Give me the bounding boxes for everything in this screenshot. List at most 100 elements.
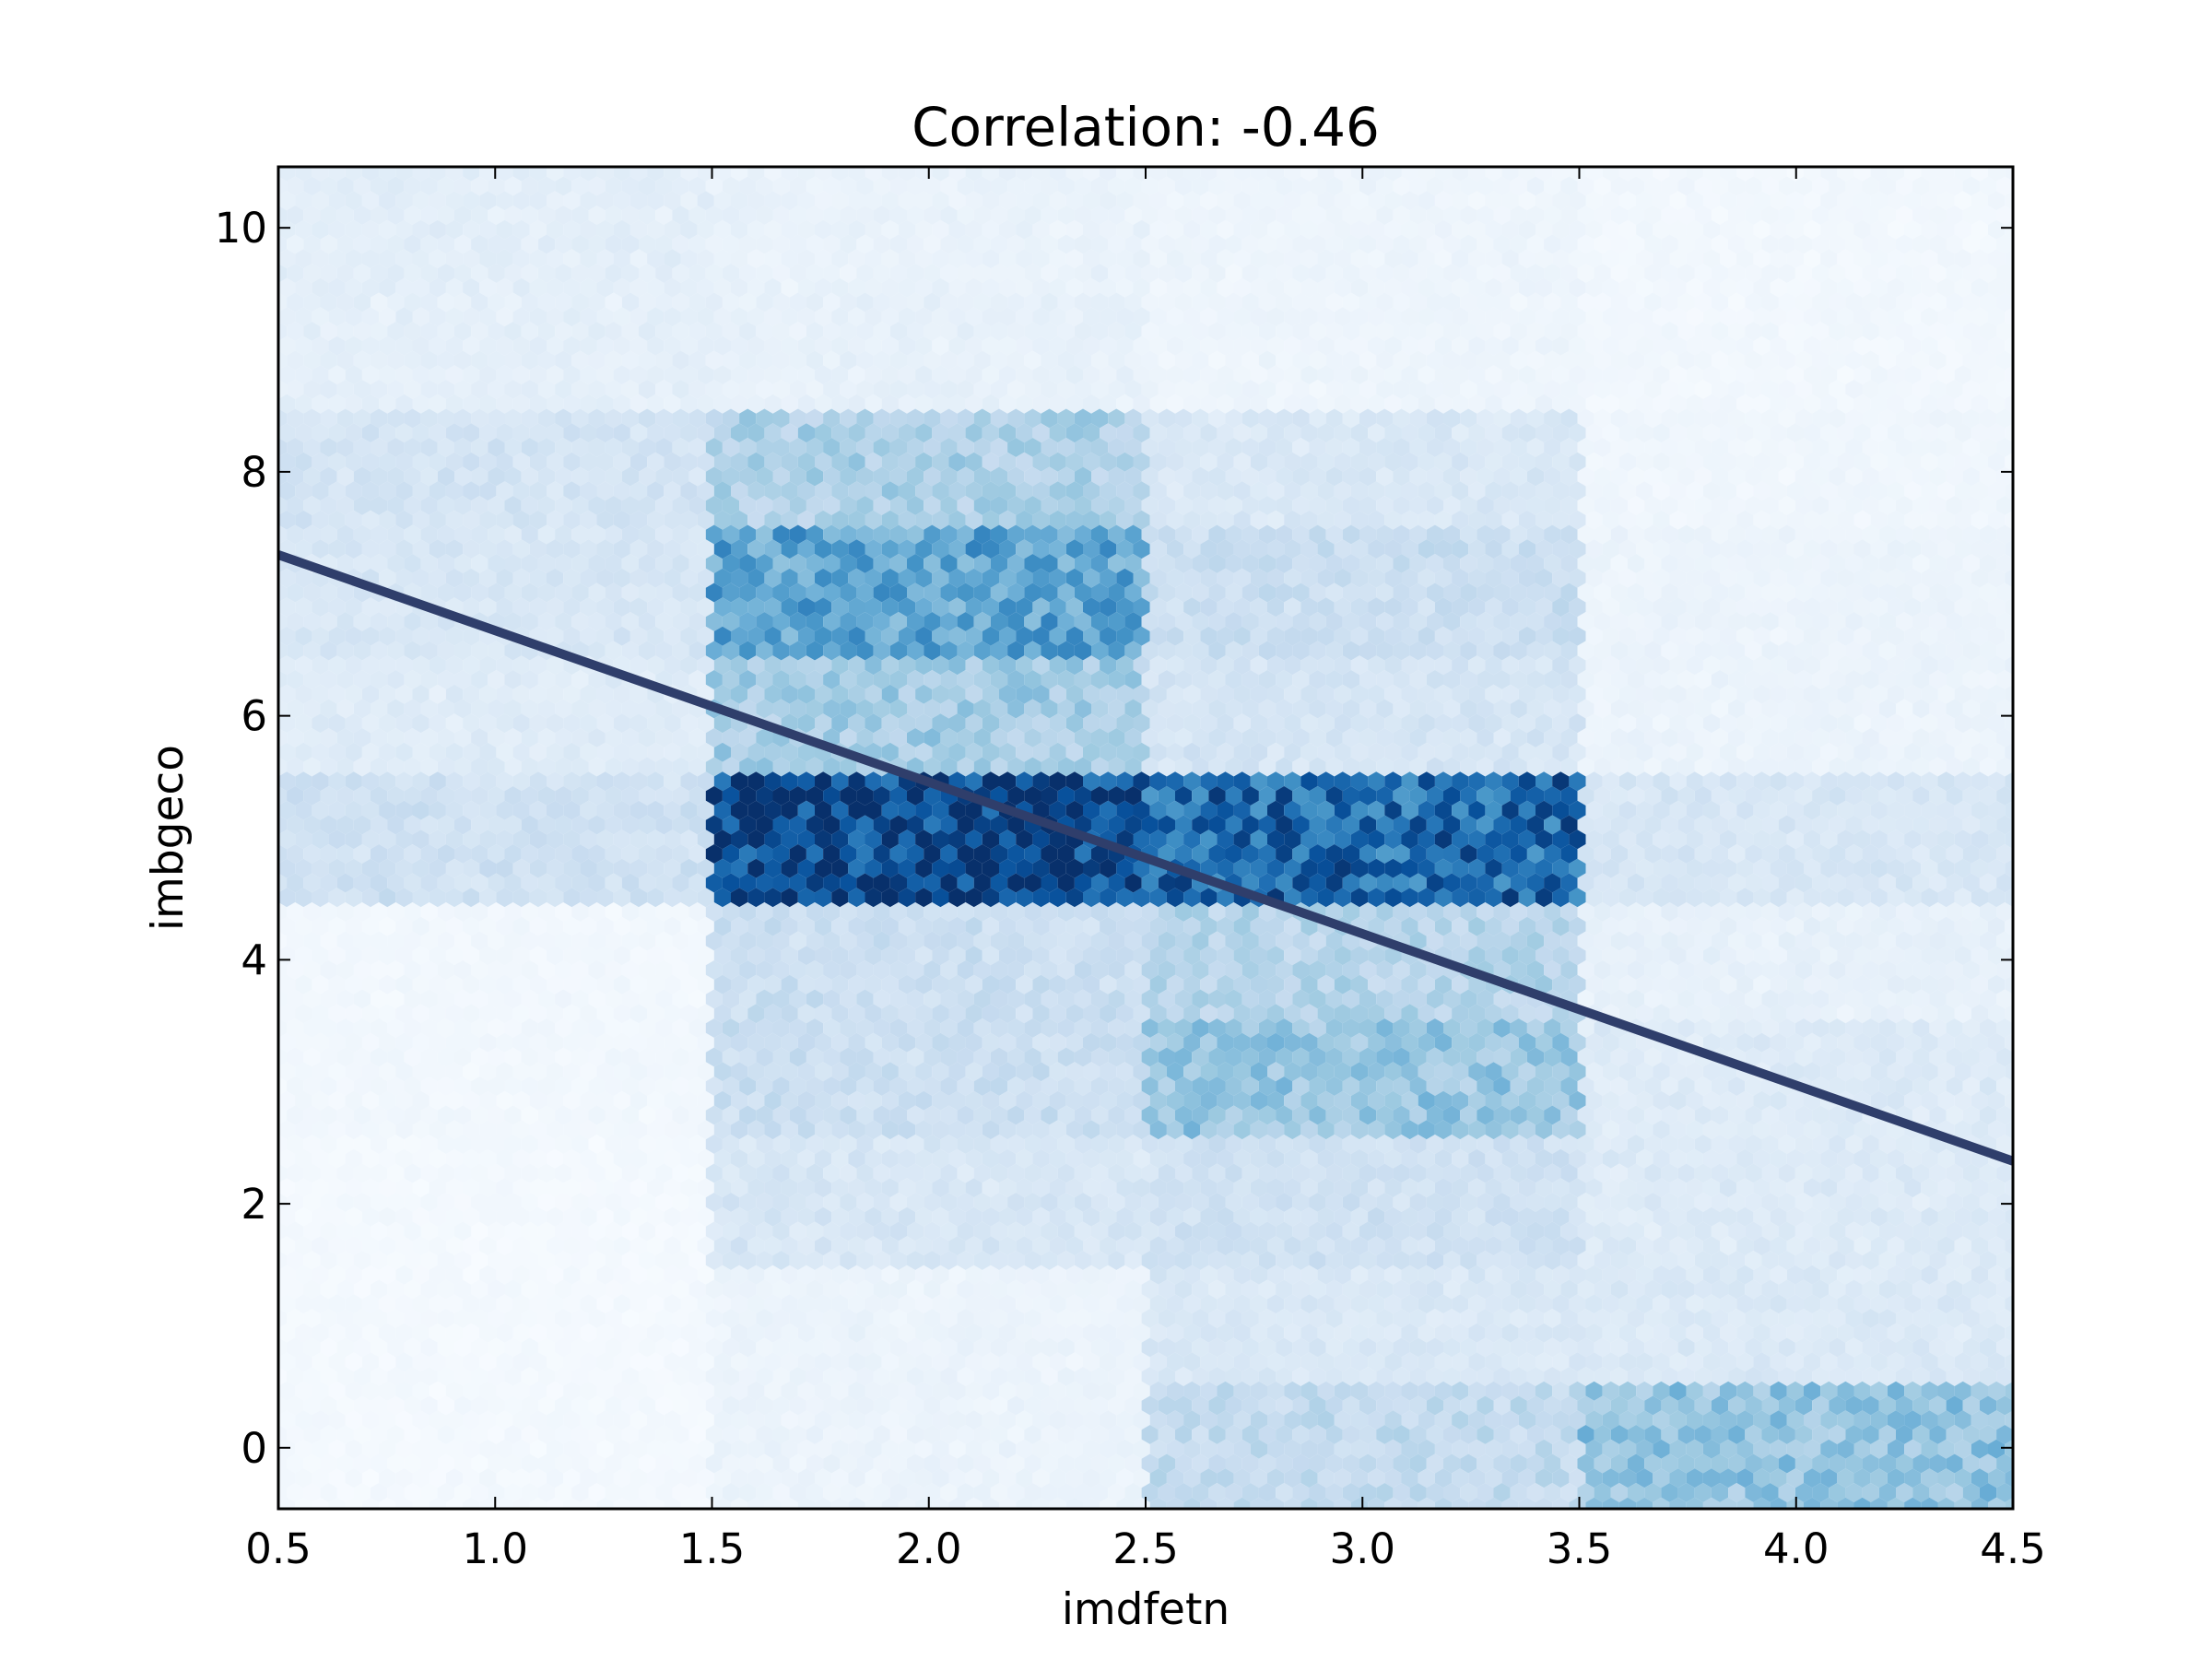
hexbin-cell	[1410, 147, 1427, 167]
hexbin-cell	[488, 322, 505, 341]
hexbin-cell	[1980, 147, 1996, 167]
hexbin-cell	[1794, 264, 1813, 283]
hexbin-cell	[555, 264, 572, 283]
hexbin-cell	[1837, 191, 1854, 211]
hexbin-cell	[1610, 176, 1628, 196]
hexbin-cell	[1694, 176, 1712, 196]
hexbin-cell	[1510, 206, 1527, 225]
hexbin-cell	[1217, 167, 1234, 182]
hexbin-cell	[1149, 307, 1167, 327]
hexbin-cell	[1912, 176, 1930, 196]
hexbin-cell	[522, 147, 538, 167]
hexbin-cell	[1175, 322, 1193, 341]
hexbin-cell	[1947, 147, 1963, 167]
hexbin-cell	[412, 277, 429, 298]
hexbin-cell	[713, 167, 731, 182]
hexbin-cell	[1325, 206, 1343, 225]
hexbin-cell	[1477, 147, 1493, 167]
hexbin-cell	[1292, 176, 1310, 196]
hexbin-cell	[1133, 277, 1150, 298]
hexbin-cell	[1200, 167, 1218, 182]
hexbin-cell	[1250, 219, 1267, 240]
hexbin-cell	[1896, 206, 1913, 225]
hexbin-cell	[1937, 307, 1955, 327]
hexbin-cell	[889, 292, 907, 312]
hexbin-cell	[547, 191, 564, 211]
hexbin-cell	[1300, 219, 1318, 240]
hexbin-cell	[1485, 277, 1502, 298]
hexbin-cell	[1678, 147, 1695, 167]
hexbin-cell	[312, 219, 329, 240]
hexbin-cell	[1518, 167, 1535, 182]
hexbin-cell	[1653, 277, 1670, 298]
hexbin-cell	[1149, 219, 1167, 240]
hexbin-cell	[739, 176, 757, 196]
hexbin-cell	[1250, 249, 1267, 269]
hexbin-cell	[764, 219, 782, 240]
hexbin-cell	[999, 219, 1017, 240]
hexbin-cell	[1686, 167, 1703, 182]
hexbin-cell	[1501, 191, 1519, 211]
hexbin-cell	[697, 167, 714, 182]
hexbin-cell	[1309, 206, 1326, 225]
hexbin-cell	[1477, 292, 1494, 312]
hexbin-cell	[253, 525, 270, 545]
hexbin-cell	[1736, 219, 1754, 240]
hexbin-cell	[596, 277, 614, 298]
hexbin-cell	[756, 147, 772, 167]
hexbin-cell	[588, 234, 606, 254]
hexbin-cell	[295, 219, 312, 240]
hexbin-cell	[1878, 292, 1896, 312]
hexbin-cell	[1309, 176, 1326, 196]
hexbin-cell	[622, 147, 639, 167]
hexbin-cell	[815, 249, 832, 269]
hexbin-cell	[488, 234, 505, 254]
hexbin-cell	[1988, 191, 2006, 211]
hexbin-cell	[253, 322, 270, 341]
hexbin-cell	[1544, 292, 1561, 312]
hexbin-cell	[1694, 234, 1712, 254]
hexbin-cell	[613, 219, 630, 240]
hexbin-cell	[1141, 322, 1159, 341]
hexbin-cell	[454, 234, 472, 254]
hexbin-cell	[1786, 219, 1804, 240]
hexbin-cell	[1518, 219, 1535, 240]
hexbin-cell	[437, 176, 454, 196]
hexbin-cell	[1284, 277, 1301, 298]
hexbin-cell	[823, 264, 841, 283]
hexbin-cell	[1141, 264, 1159, 283]
hexbin-cell	[1578, 147, 1594, 167]
hexbin-cell	[1853, 307, 1871, 327]
hexbin-cell	[1770, 191, 1787, 211]
hexbin-cell	[1368, 191, 1385, 211]
hexbin-cell	[1409, 234, 1427, 254]
hexbin-cell	[412, 249, 429, 269]
hexbin-cell	[1870, 307, 1888, 327]
hexbin-cell	[387, 176, 405, 196]
hexbin-cell	[982, 191, 999, 211]
hexbin-cell	[840, 264, 857, 283]
hexbin-cell	[1225, 264, 1242, 283]
hexbin-cell	[2013, 583, 2030, 603]
hexbin-cell	[1376, 234, 1394, 254]
hexbin-cell	[2013, 235, 2030, 254]
hexbin-cell	[1736, 167, 1754, 182]
hexbin-cell	[1317, 167, 1335, 182]
hexbin-cell	[1518, 307, 1535, 327]
hexbin-cell	[1745, 264, 1762, 283]
hexbin-cell	[345, 277, 362, 298]
hexbin-cell	[1368, 307, 1385, 327]
hexbin-cell	[664, 277, 681, 298]
hexbin-cell	[1409, 292, 1427, 312]
hexbin-cell	[1594, 292, 1611, 312]
hexbin-cell	[287, 264, 304, 283]
hexbin-cell	[1602, 191, 1619, 211]
hexbin-cell	[655, 264, 673, 283]
hexbin-cell	[1988, 277, 2006, 298]
hexbin-cell	[1804, 167, 1821, 182]
hexbin-cell	[463, 219, 480, 240]
hexbin-cell	[262, 162, 278, 182]
hexbin-cell	[797, 307, 815, 327]
hexbin-cell	[797, 191, 815, 211]
hexbin-cell	[1653, 167, 1670, 182]
